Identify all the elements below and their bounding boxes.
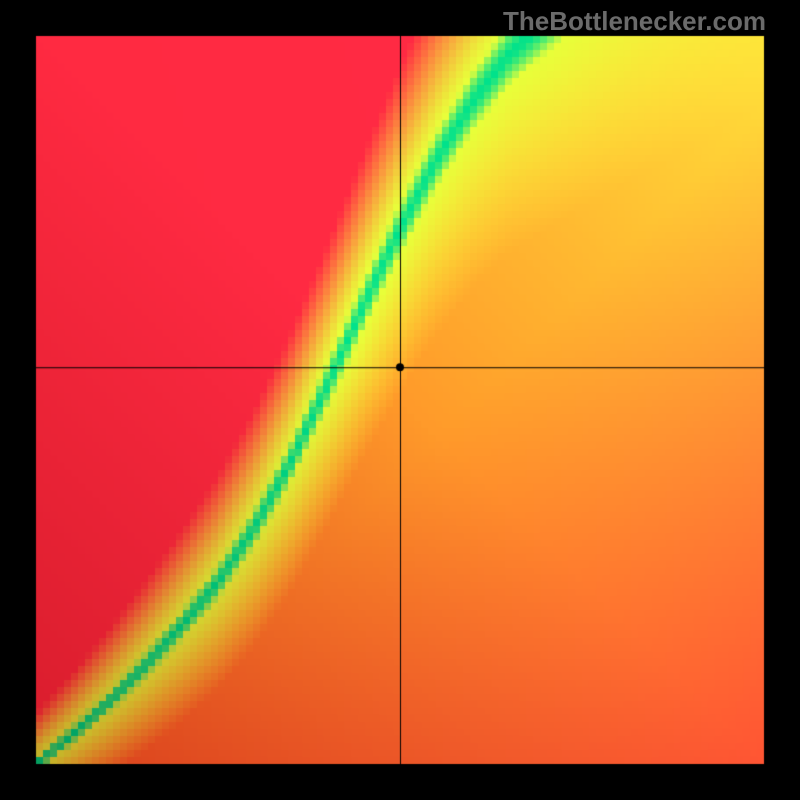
chart-container: TheBottlenecker.com bbox=[0, 0, 800, 800]
heatmap-canvas bbox=[0, 0, 800, 800]
